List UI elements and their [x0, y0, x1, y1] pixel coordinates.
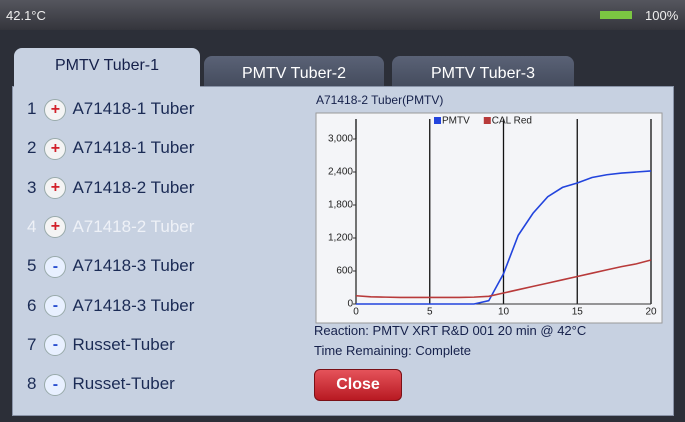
- plot-background: [316, 113, 662, 323]
- sample-name: A71418-2 Tuber: [72, 178, 194, 197]
- sample-sign: -: [44, 256, 66, 278]
- y-tick-label: 1,800: [328, 200, 353, 211]
- sample-name: A71418-3 Tuber: [72, 296, 194, 315]
- sample-sign: +: [44, 177, 66, 199]
- x-tick-label: 0: [353, 307, 359, 318]
- reaction: Reaction: PMTV XRT R&D 001 20 min @ 42°C: [314, 323, 586, 338]
- sample-row[interactable]: 5-A71418-3 Tuber: [27, 254, 194, 278]
- sample-name: Russet-Tuber: [72, 335, 174, 354]
- legend-label: PMTV: [442, 116, 470, 127]
- battery-level: 100%: [645, 8, 678, 23]
- time-remaining: Time Remaining: Complete: [314, 343, 471, 358]
- y-tick-label: 2,400: [328, 167, 353, 178]
- sample-name: A71418-1 Tuber: [72, 138, 194, 157]
- sample-name: A71418-1 Tuber: [72, 99, 194, 118]
- sample-number: 2: [27, 138, 36, 157]
- sample-name: A71418-2 Tuber: [72, 217, 194, 236]
- battery-icon: [600, 11, 632, 19]
- sample-row[interactable]: 8-Russet-Tuber: [27, 372, 175, 396]
- y-tick-label: 1,200: [328, 233, 353, 244]
- sample-sign: -: [44, 334, 66, 356]
- sample-number: 1: [27, 99, 36, 118]
- sample-row[interactable]: 3 + A71418-2 Tuber: [27, 176, 194, 200]
- sample-row[interactable]: 7-Russet-Tuber: [27, 333, 175, 357]
- sample-number: 6: [27, 296, 36, 315]
- sample-number: 3: [27, 178, 36, 197]
- sample-sign: +: [44, 99, 66, 121]
- sample-sign: -: [44, 295, 66, 317]
- x-tick-label: 10: [498, 307, 510, 318]
- legend-label: CAL Red: [492, 116, 532, 127]
- chart-title: A71418-2 Tuber(PMTV): [316, 93, 443, 107]
- sample-row[interactable]: 4 + A71418-2 Tuber: [27, 215, 194, 239]
- sample-sign: -: [44, 374, 66, 396]
- screen: 42.1°C 100% PMTV Tuber-1PMTV Tuber-2PMTV…: [0, 0, 685, 422]
- y-tick-label: 3,000: [328, 134, 353, 145]
- sample-row[interactable]: 1 + A71418-1 Tuber: [27, 97, 194, 121]
- legend-swatch: [484, 117, 491, 124]
- x-tick-label: 20: [645, 307, 657, 318]
- sample-sign: +: [44, 138, 66, 160]
- legend-swatch: [434, 117, 441, 124]
- sample-number: 7: [27, 335, 36, 354]
- sample-sign: +: [44, 216, 66, 238]
- sample-number: 5: [27, 256, 36, 275]
- sample-number: 4: [27, 217, 36, 236]
- sample-number: 8: [27, 374, 36, 393]
- chart: A71418-2 Tuber(PMTV) 0 600 1,200 1,800 2,400 3…: [314, 93, 664, 325]
- close-button[interactable]: Close: [314, 369, 402, 401]
- tab[interactable]: PMTV Tuber-1: [14, 48, 200, 88]
- sample-name: A71418-3 Tuber: [72, 256, 194, 275]
- panel: A71418-2 Tuber(PMTV) 0 600 1,200 1,800 2,400 3…: [12, 86, 674, 416]
- sample-row[interactable]: 2 + A71418-1 Tuber: [27, 136, 194, 160]
- x-tick-label: 5: [427, 307, 433, 318]
- sample-row[interactable]: 6-A71418-3 Tuber: [27, 294, 194, 318]
- sample-name: Russet-Tuber: [72, 374, 174, 393]
- temperature: 42.1°C: [6, 8, 46, 23]
- status-bar: 42.1°C 100%: [0, 0, 685, 30]
- y-tick-label: 600: [336, 266, 353, 277]
- x-tick-label: 15: [572, 307, 584, 318]
